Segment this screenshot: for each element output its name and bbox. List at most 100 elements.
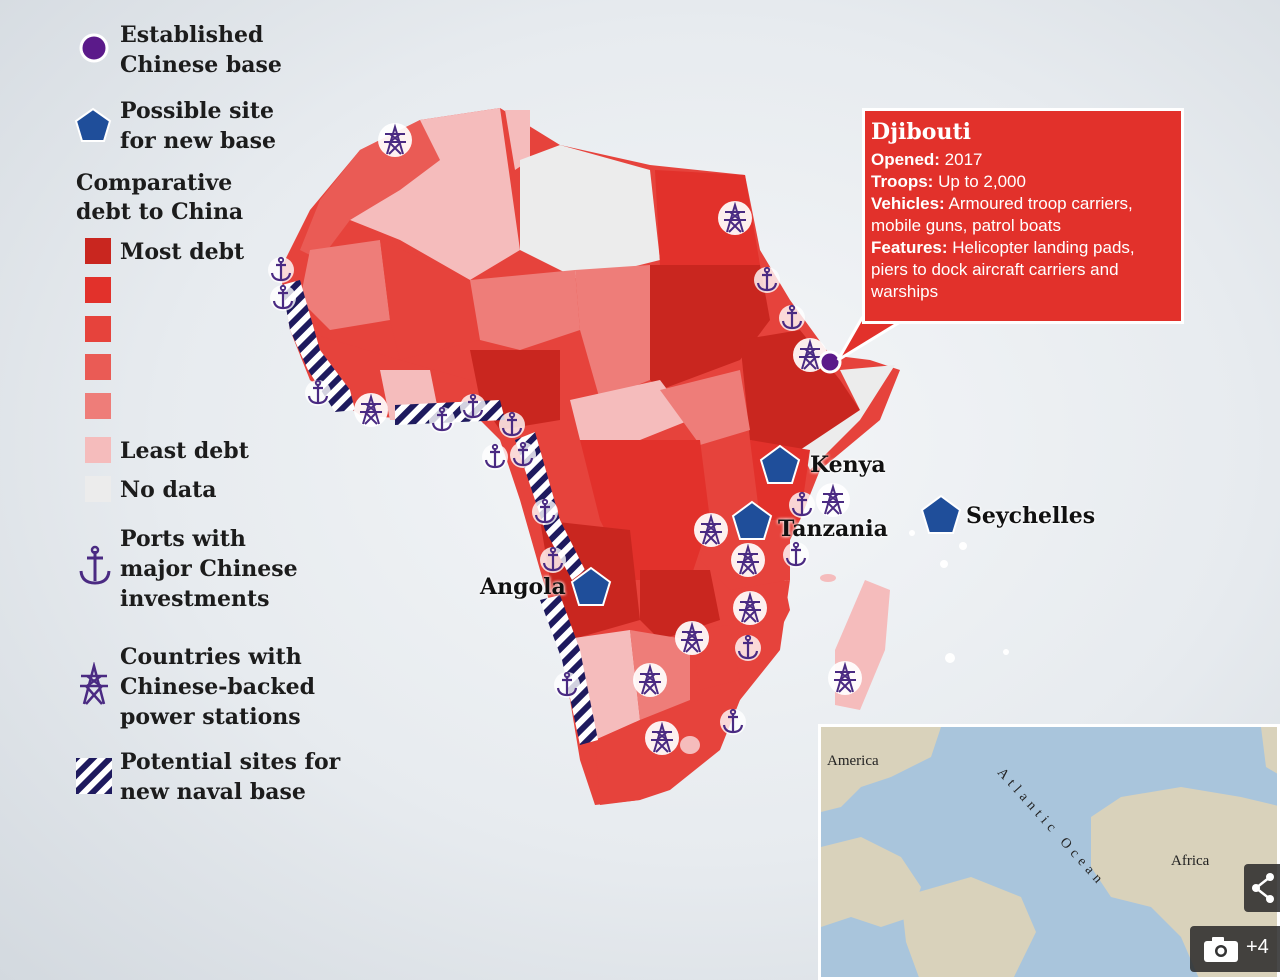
region-egypt [655, 170, 760, 265]
kenya-pentagon-marker[interactable] [759, 444, 801, 484]
label-angola: Angola [480, 574, 566, 600]
region-car [570, 380, 690, 440]
island-dot [1003, 649, 1009, 655]
power-station-icon [377, 122, 413, 158]
naval-site-west-africa [282, 280, 355, 412]
power-station-icon [674, 620, 710, 656]
region-sudan [650, 265, 770, 390]
djibouti-base-marker[interactable] [818, 350, 842, 374]
power-station-icon [353, 392, 389, 428]
legend-debt-title-l2: debt to China [76, 199, 244, 225]
legend-possible-site-l2: for new base [120, 128, 276, 154]
label-tanzania: Tanzania [778, 516, 888, 542]
port-anchor-icon [787, 490, 817, 520]
region-lesotho [680, 736, 700, 754]
power-station-icon [827, 660, 863, 696]
legend-least-debt: Least debt [120, 438, 249, 464]
inset-label-america: America [827, 753, 879, 769]
share-icon [1252, 873, 1274, 903]
legend-pentagon-icon [74, 107, 112, 142]
angola-pentagon-marker[interactable] [570, 566, 612, 606]
callout-features: Features: Helicopter landing pads, piers… [871, 237, 1175, 303]
island-comoros [820, 574, 836, 582]
legend-ports-l2: major Chinese [120, 556, 298, 582]
island-dot [945, 653, 955, 663]
legend-anchor-icon [79, 545, 111, 585]
inset-world-map: America Atlantic Ocean Africa [818, 724, 1280, 980]
callout-troops: Troops: Up to 2,000 [871, 171, 1175, 193]
port-anchor-icon [303, 378, 333, 408]
callout-troops-value: Up to 2,000 [933, 172, 1026, 191]
legend-swatch-2 [85, 277, 111, 303]
power-station-icon [730, 542, 766, 578]
legend-hatch-icon [76, 758, 112, 794]
region-mauritania [300, 240, 390, 330]
power-station-icon [644, 720, 680, 756]
port-anchor-icon [266, 255, 296, 285]
port-anchor-icon [268, 283, 298, 313]
legend-swatch-3 [85, 316, 111, 342]
callout-vehicles-key: Vehicles: [871, 194, 945, 213]
port-anchor-icon [718, 707, 748, 737]
legend-possible-site-l1: Possible site [120, 98, 275, 124]
port-anchor-icon [552, 670, 582, 700]
label-kenya: Kenya [810, 452, 886, 478]
port-anchor-icon [497, 410, 527, 440]
region-libya [520, 145, 660, 280]
region-zambia [640, 570, 720, 640]
port-anchor-icon [777, 303, 807, 333]
power-station-icon [632, 662, 668, 698]
gallery-count: +4 [1246, 936, 1269, 958]
legend-power-l3: power stations [120, 704, 301, 730]
legend-swatch-least-debt [85, 437, 111, 463]
region-niger [470, 270, 580, 350]
naval-site-namibia-coast [540, 595, 598, 745]
region-chad [575, 265, 650, 400]
legend-base-dot-icon [79, 33, 109, 63]
region-ethiopia [740, 330, 860, 450]
legend-swatch-most-debt [85, 238, 111, 264]
label-seychelles: Seychelles [966, 503, 1096, 529]
camera-icon [1204, 937, 1238, 962]
region-south-sudan [660, 370, 750, 445]
port-anchor-icon [458, 392, 488, 422]
callout-opened-value: 2017 [939, 150, 983, 169]
callout-opened: Opened: 2017 [871, 149, 1175, 171]
power-station-icon [732, 590, 768, 626]
port-anchor-icon [752, 265, 782, 295]
region-mali [380, 240, 480, 360]
callout-opened-key: Opened: [871, 150, 940, 169]
legend-debt-title-l1: Comparative [76, 170, 233, 196]
region-tunisia [505, 110, 530, 170]
callout-troops-key: Troops: [871, 172, 934, 191]
legend-swatch-5 [85, 393, 111, 419]
callout-vehicles-value: Armoured troop carriers, mobile guns, pa… [871, 194, 1133, 235]
port-anchor-icon [538, 545, 568, 575]
island-dot [940, 560, 948, 568]
callout-vehicles: Vehicles: Armoured troop carriers, mobil… [871, 193, 1175, 237]
share-button[interactable] [1244, 864, 1280, 912]
seychelles-pentagon-marker[interactable] [920, 494, 962, 534]
legend-established-base-l1: Established [120, 22, 264, 48]
legend-pylon-icon [80, 662, 108, 705]
gallery-button[interactable]: +4 [1190, 926, 1280, 972]
island-dot [909, 530, 915, 536]
tanzania-pentagon-marker[interactable] [731, 500, 773, 540]
port-anchor-icon [427, 405, 457, 435]
power-station-icon [815, 482, 851, 518]
legend-ports-l3: investments [120, 586, 270, 612]
legend-swatch-no-data [85, 476, 111, 502]
djibouti-callout: Djibouti Opened: 2017 Troops: Up to 2,00… [862, 108, 1184, 324]
power-station-icon [693, 512, 729, 548]
callout-title: Djibouti [871, 119, 971, 145]
port-anchor-icon [733, 633, 763, 663]
legend-no-data: No data [120, 477, 217, 503]
legend-naval-l2: new naval base [120, 779, 306, 805]
island-dot [959, 542, 967, 550]
legend-power-l1: Countries with [120, 644, 302, 670]
legend-power-l2: Chinese-backed [120, 674, 316, 700]
inset-label-africa: Africa [1171, 853, 1210, 869]
legend-naval-l1: Potential sites for [120, 749, 341, 775]
